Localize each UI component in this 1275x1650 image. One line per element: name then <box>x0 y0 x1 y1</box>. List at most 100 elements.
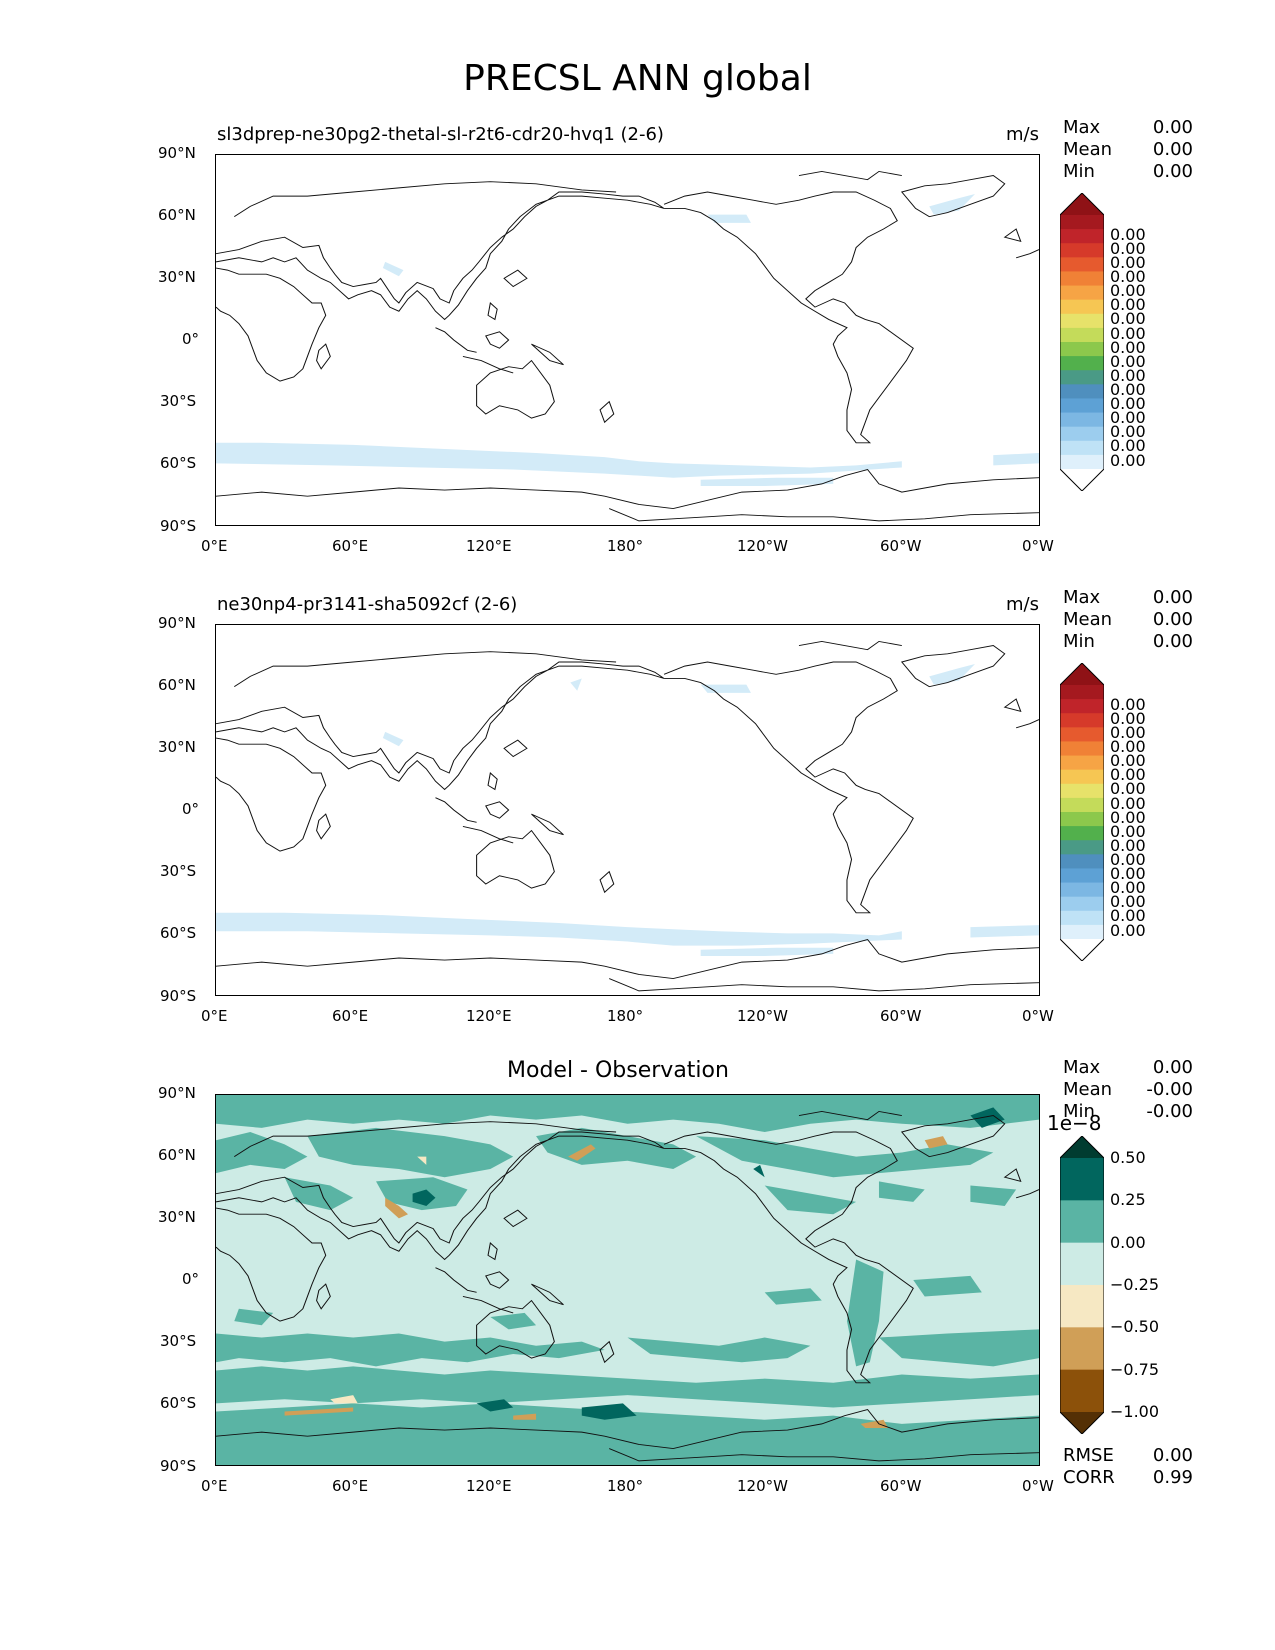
colorbar-extend-min <box>1060 1412 1104 1434</box>
lat-tick-label: 90°S <box>160 1457 197 1475</box>
corr-label: CORR <box>1063 1467 1115 1488</box>
lon-tick-label: 60°E <box>332 1007 369 1025</box>
colorbar-bin <box>1060 1327 1104 1371</box>
lon-tick-label: 0°W <box>1022 537 1054 555</box>
colorbar-tick-label: 0.00 <box>1110 849 1146 869</box>
colorbar-tick-label: 0.00 <box>1110 252 1146 272</box>
lat-tick-label: 60°S <box>160 924 197 942</box>
colorbar-bin <box>1060 924 1104 940</box>
colorbar-bin <box>1060 384 1104 399</box>
lat-tick-label: 90°N <box>158 144 196 162</box>
colorbar-bin <box>1060 910 1104 926</box>
colorbar-svg <box>1059 192 1105 492</box>
lon-tick-label: 0°W <box>1022 1477 1054 1495</box>
colorbar-tick-label: 0.00 <box>1110 821 1146 841</box>
stat-mean-label: Mean <box>1063 139 1113 160</box>
lon-tick-label: 120°E <box>466 1007 512 1025</box>
colorbar-svg <box>1059 662 1105 962</box>
colorbar-tick-label: −0.75 <box>1110 1359 1160 1379</box>
colorbar-bin <box>1060 812 1104 827</box>
colorbar-bin <box>1060 215 1104 230</box>
lat-tick-label: 30°S <box>160 1332 197 1350</box>
colorbar-tick-label: 0.00 <box>1110 238 1146 258</box>
lon-tick-label: 0°E <box>201 537 228 555</box>
diff-strong-positive-fill <box>412 1107 1005 1420</box>
colorbar: 0.50 0.25 0.00 −0.25 −0.50 −0.75 −1.00 <box>1059 1135 1159 1435</box>
map-svg <box>216 640 1039 992</box>
colorbar-bin <box>1060 356 1104 371</box>
lat-tick-label: 0° <box>182 1270 200 1288</box>
colorbar-tick-label: 0.50 <box>1110 1148 1146 1167</box>
stat-max-label: Max <box>1063 1057 1101 1078</box>
colorbar-bin <box>1060 882 1104 898</box>
lon-tick-label: 0°E <box>201 1007 228 1025</box>
colorbar-bin <box>1060 313 1104 329</box>
lat-tick-label: 60°S <box>160 1394 197 1412</box>
colorbar-tick-label: 0.00 <box>1110 351 1146 371</box>
precip-fill <box>216 194 1039 486</box>
lon-tick-label: 120°W <box>737 1007 788 1025</box>
lat-tick-label: 60°N <box>158 1146 196 1164</box>
stat-max-label: Max <box>1063 117 1101 138</box>
lon-tick-label: 60°W <box>880 1007 922 1025</box>
colorbar-tick-label: 0.00 <box>1110 906 1146 926</box>
stat-min: 0.00 <box>1152 161 1193 182</box>
colorbar-bin <box>1060 854 1104 869</box>
stat-mean: 0.00 <box>1152 609 1193 630</box>
units-label: m/s <box>1006 594 1039 615</box>
lat-tick-label: 30°N <box>158 1208 196 1226</box>
stat-mean: 0.00 <box>1152 139 1193 160</box>
colorbar-bin <box>1060 769 1104 785</box>
stat-min: 0.00 <box>1152 631 1193 652</box>
colorbar-bin <box>1060 229 1104 244</box>
colorbar: 0.00 0.00 0.00 0.00 0.00 0.00 0.00 0.00 0.00 0.00… <box>1059 662 1146 962</box>
stat-max: 0.00 <box>1152 1057 1193 1078</box>
colorbar-bin <box>1060 299 1104 315</box>
lat-tick-label: 90°N <box>158 1084 196 1102</box>
map-plot <box>215 624 1040 996</box>
colorbar-tick-label: 0.00 <box>1110 793 1146 813</box>
colorbar-bin <box>1060 440 1104 456</box>
colorbar-tick-label: 0.00 <box>1110 1232 1146 1252</box>
colorbar-bin <box>1060 271 1104 287</box>
stat-max: 0.00 <box>1152 117 1193 138</box>
lon-tick-label: 120°W <box>737 1477 788 1495</box>
colorbar-bin <box>1060 699 1104 714</box>
lon-tick-label: 60°E <box>332 537 369 555</box>
stats-box: Max 0.00 Mean 0.00 Min 0.00 <box>1063 117 1193 183</box>
colorbar-tick-label: 0.00 <box>1110 694 1146 714</box>
colorbar-bin <box>1060 257 1104 272</box>
colorbar-tick-label: 0.00 <box>1110 708 1146 728</box>
colorbar-tick-label: 0.00 <box>1110 281 1146 301</box>
lon-tick-label: 60°W <box>880 537 922 555</box>
colorbar-extend-min <box>1060 939 1104 961</box>
colorbar-tick-label: 0.00 <box>1110 224 1146 244</box>
lat-tick-label: 0° <box>182 800 200 818</box>
colorbar-bin <box>1060 412 1104 428</box>
lon-tick-label: 60°W <box>880 1477 922 1495</box>
colorbar-bin <box>1060 243 1104 258</box>
colorbar-tick-label: 0.00 <box>1110 422 1146 442</box>
lon-tick-label: 120°E <box>466 537 512 555</box>
lon-tick-label: 60°E <box>332 1477 369 1495</box>
stat-min-label: Min <box>1063 1101 1095 1122</box>
panel-title: Model - Observation <box>507 1058 729 1083</box>
lat-tick-label: 60°N <box>158 206 196 224</box>
map-plot <box>215 154 1040 526</box>
colorbar-bin <box>1060 797 1104 813</box>
lat-tick-label: 30°S <box>160 392 197 410</box>
lat-tick-label: 30°N <box>158 268 196 286</box>
colorbar-extend-min <box>1060 469 1104 491</box>
stat-min-label: Min <box>1063 161 1095 182</box>
colorbar-bin <box>1060 1369 1104 1413</box>
stat-mean-label: Mean <box>1063 1079 1113 1100</box>
colorbar-tick-label: 0.00 <box>1110 408 1146 428</box>
colorbar-bin <box>1060 755 1104 771</box>
lat-tick-label: 60°S <box>160 454 197 472</box>
colorbar-bin <box>1060 896 1104 912</box>
colorbar-tick-label: 0.00 <box>1110 394 1146 414</box>
lon-tick-label: 0°E <box>201 1477 228 1495</box>
stat-max-label: Max <box>1063 587 1101 608</box>
lat-tick-label: 90°S <box>160 987 197 1005</box>
lon-tick-label: 180° <box>607 537 644 555</box>
